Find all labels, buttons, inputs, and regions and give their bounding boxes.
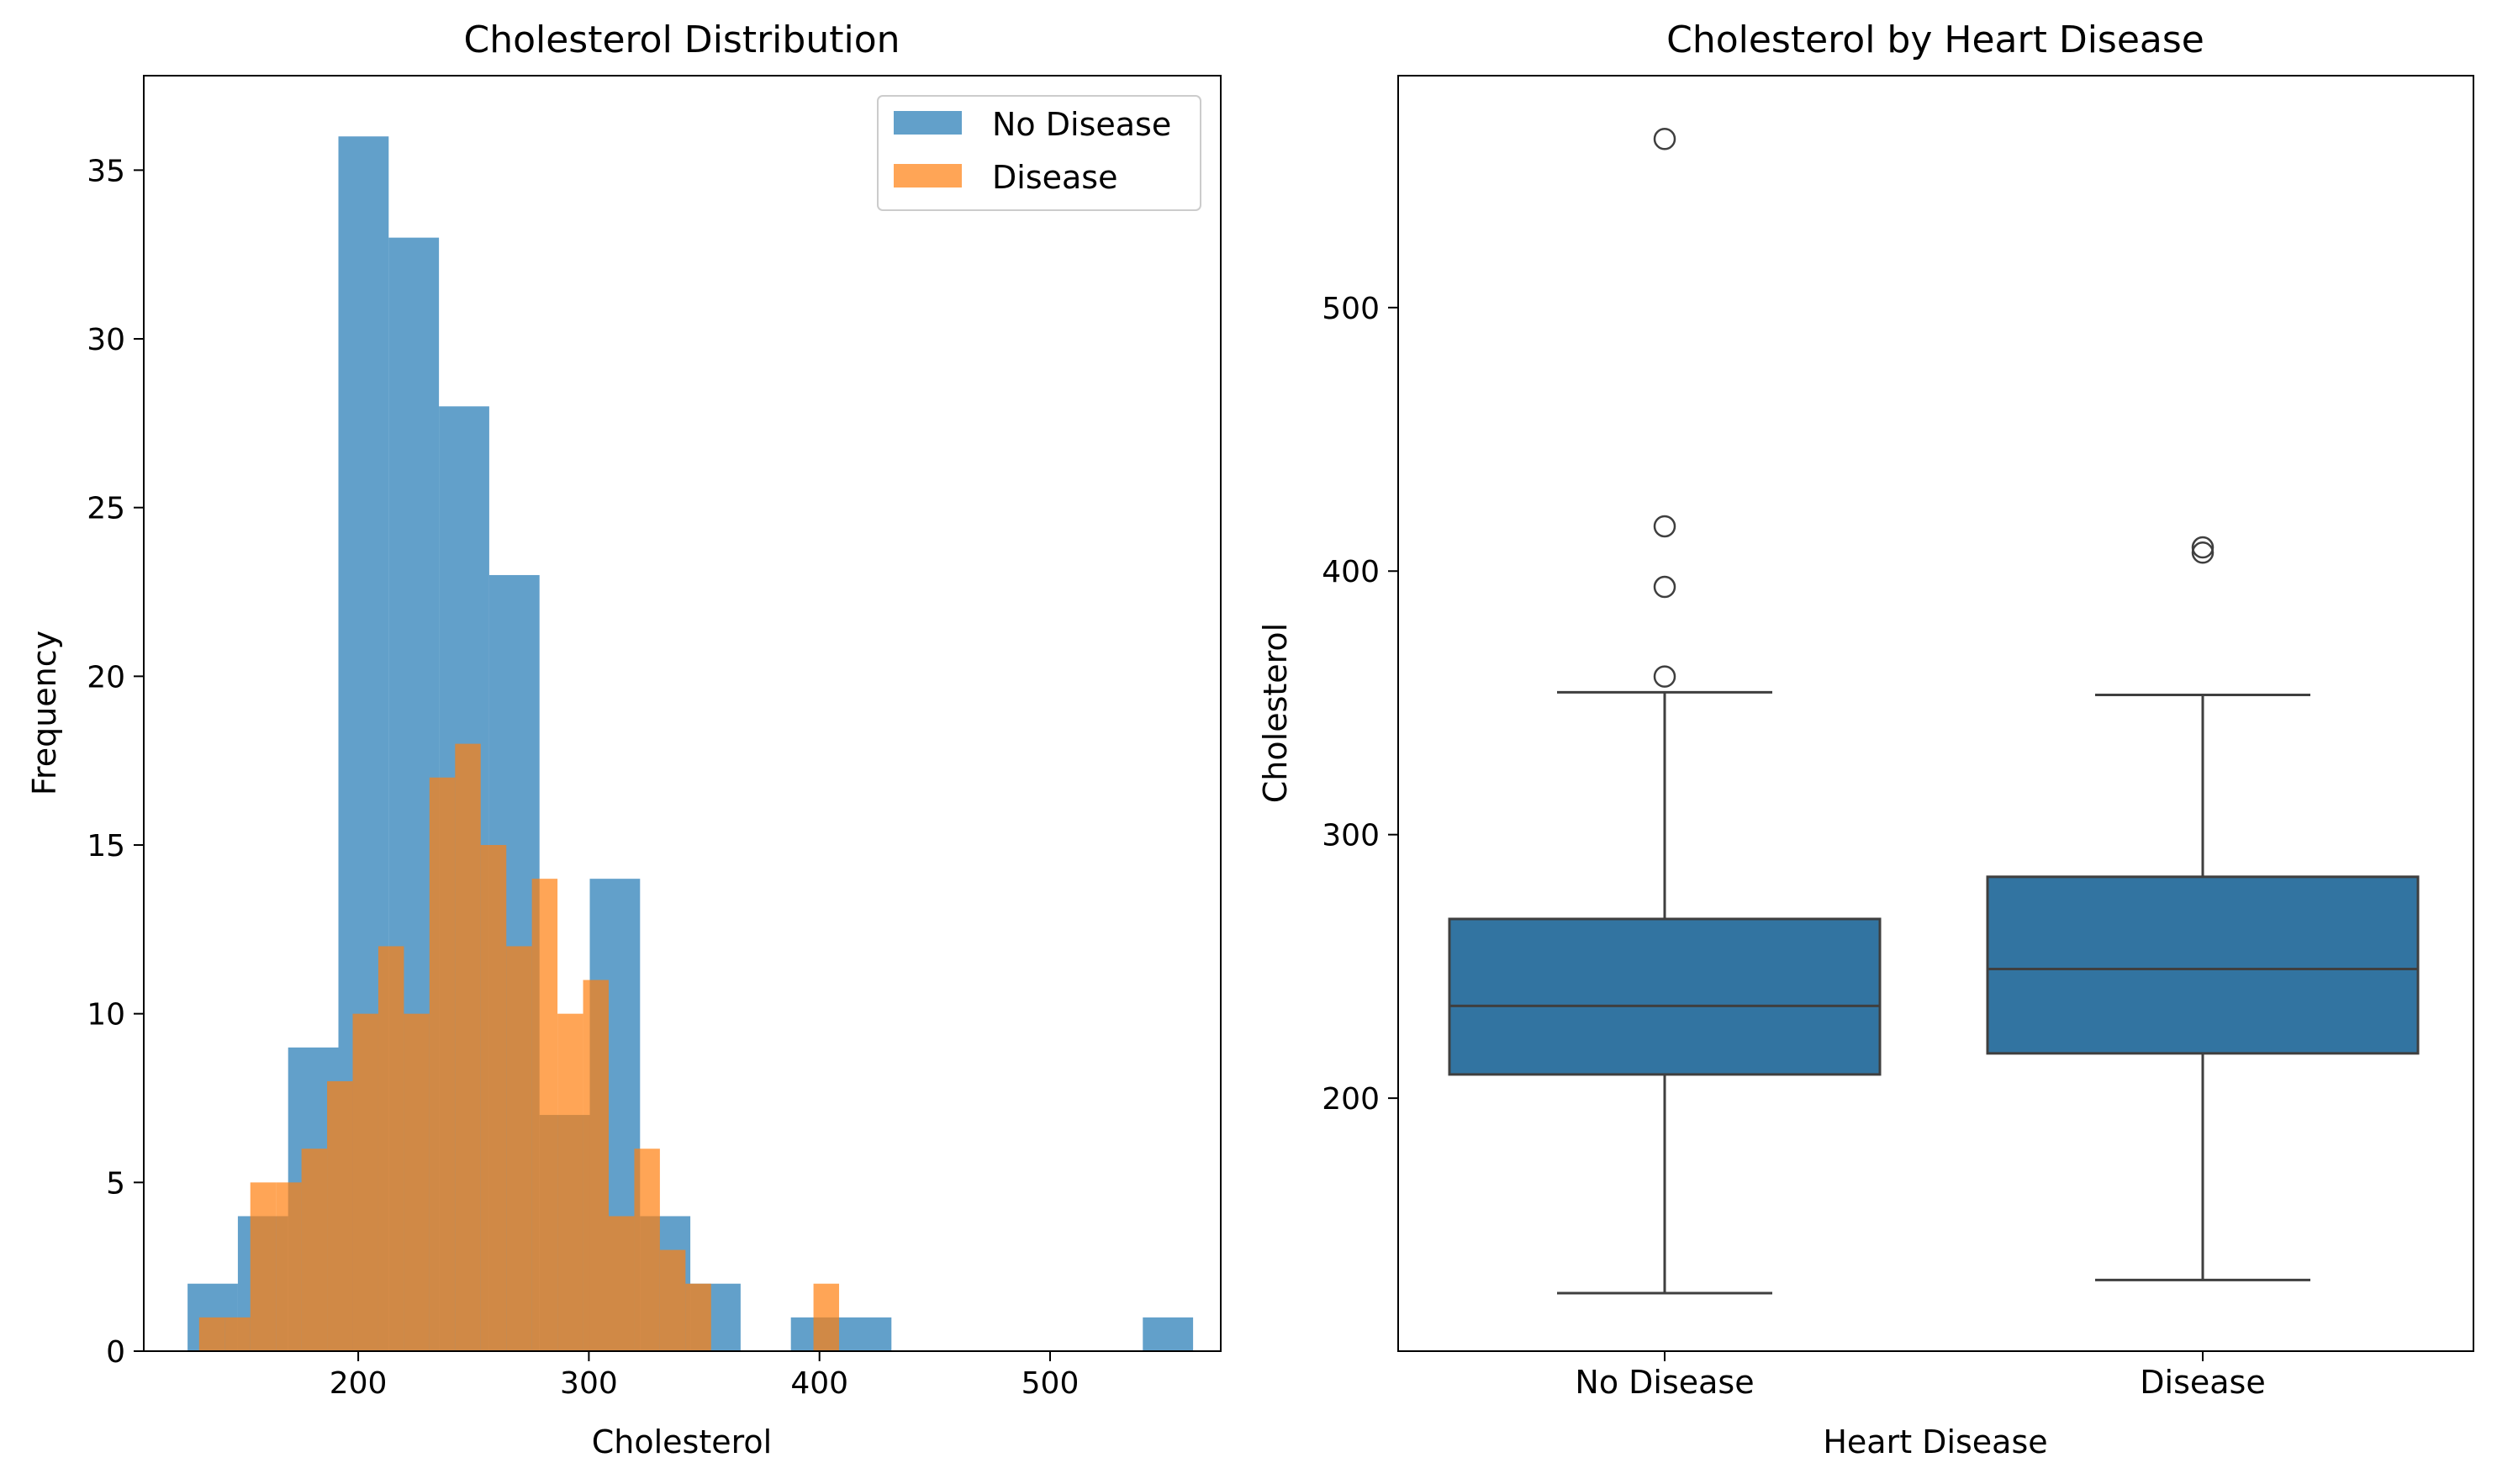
disease-bin-bar-12 — [506, 946, 532, 1351]
boxplot-x-ticks: No Disease Disease — [1575, 1351, 2266, 1401]
boxplot-x-axis-label: Heart Disease — [1823, 1423, 2047, 1460]
boxplot-y-ticks: 200 300 400 500 — [1322, 292, 1398, 1117]
histogram-title: Cholesterol Distribution — [463, 18, 900, 61]
no-disease-box — [1448, 917, 1882, 1076]
legend-label-no-disease: No Disease — [992, 106, 1171, 143]
boxplot-title: Cholesterol by Heart Disease — [1666, 18, 2204, 61]
disease-bin-bar-11 — [480, 845, 507, 1351]
no-disease-outlier-point — [1653, 515, 1676, 538]
histogram-y-tick-label: 25 — [87, 492, 125, 526]
disease-bin-bar-5 — [327, 1080, 353, 1351]
disease-bin-bar-6 — [352, 1013, 378, 1351]
disease-histogram-bars — [198, 743, 840, 1351]
histogram-y-tick-label: 30 — [87, 323, 125, 357]
histogram-x-tick-label: 200 — [330, 1366, 388, 1401]
boxplot-y-tick-label: 300 — [1322, 819, 1380, 853]
histogram-x-tick-label: 300 — [560, 1366, 618, 1401]
disease-outlier-point — [2191, 541, 2215, 564]
histogram-y-tick-label: 0 — [106, 1335, 125, 1370]
histogram-legend: No Disease Disease — [877, 95, 1201, 211]
histogram-y-axis-label: Frequency — [26, 631, 63, 795]
no-disease-bin-bar-19 — [1143, 1317, 1194, 1351]
histogram-y-tick-label: 15 — [87, 829, 125, 863]
disease-bin-bar-2 — [250, 1182, 277, 1351]
disease-bin-bar-17 — [634, 1149, 660, 1351]
disease-bin-bar-24 — [813, 1283, 840, 1351]
boxplot-y-tick-label: 200 — [1322, 1082, 1380, 1117]
histogram-x-tick-label: 400 — [790, 1366, 848, 1401]
legend-swatch-no-disease — [894, 111, 962, 135]
histogram-y-ticks: 0 5 10 15 20 25 30 35 — [87, 154, 144, 1370]
boxplot-x-tick-label-no-disease: No Disease — [1575, 1364, 1754, 1401]
no-disease-outlier-point — [1653, 127, 1676, 151]
no-disease-outlier-point — [1653, 575, 1676, 599]
disease-bin-bar-4 — [301, 1149, 328, 1351]
disease-bin-bar-15 — [583, 980, 609, 1351]
histogram-x-axis-label: Cholesterol — [592, 1423, 772, 1460]
disease-bin-bar-16 — [609, 1216, 635, 1351]
legend-label-disease: Disease — [992, 159, 1117, 196]
boxplot-marks — [1448, 127, 2420, 1295]
histogram-y-tick-label: 5 — [106, 1166, 125, 1201]
boxplot-y-tick-label: 400 — [1322, 555, 1380, 589]
disease-outlier-point — [2191, 536, 2215, 559]
no-disease-bin-bar-13 — [841, 1317, 892, 1351]
boxplot-panel: Cholesterol by Heart Disease 200 300 400 50… — [1257, 18, 2474, 1460]
disease-bin-bar-1 — [224, 1317, 251, 1351]
histogram-x-ticks: 200 300 400 500 — [330, 1351, 1080, 1401]
legend-swatch-disease — [894, 164, 962, 187]
boxplot-y-axis-label: Cholesterol — [1257, 623, 1294, 803]
disease-bin-bar-9 — [429, 777, 456, 1351]
boxplot-y-tick-label: 500 — [1322, 292, 1380, 326]
histogram-y-tick-label: 20 — [87, 660, 125, 694]
disease-box — [1986, 875, 2420, 1055]
disease-bin-bar-13 — [531, 879, 558, 1351]
disease-bin-bar-0 — [198, 1317, 225, 1351]
disease-bin-bar-10 — [455, 743, 481, 1351]
histogram-x-tick-label: 500 — [1022, 1366, 1080, 1401]
no-disease-outlier-point — [1653, 665, 1676, 688]
disease-bin-bar-19 — [685, 1283, 711, 1351]
boxplot-axes-frame — [1397, 75, 2474, 1352]
histogram-axes-frame — [143, 75, 1222, 1352]
disease-bin-bar-3 — [276, 1182, 302, 1351]
disease-bin-bar-14 — [557, 1013, 583, 1351]
histogram-panel: Cholesterol Distribution 200 300 400 500 0 5… — [26, 18, 1222, 1460]
histogram-y-tick-label: 10 — [87, 998, 125, 1032]
disease-bin-bar-7 — [377, 946, 404, 1351]
boxplot-x-tick-label-disease: Disease — [2140, 1364, 2265, 1401]
disease-bin-bar-8 — [404, 1013, 430, 1351]
disease-bin-bar-18 — [659, 1249, 686, 1351]
histogram-y-tick-label: 35 — [87, 154, 125, 188]
